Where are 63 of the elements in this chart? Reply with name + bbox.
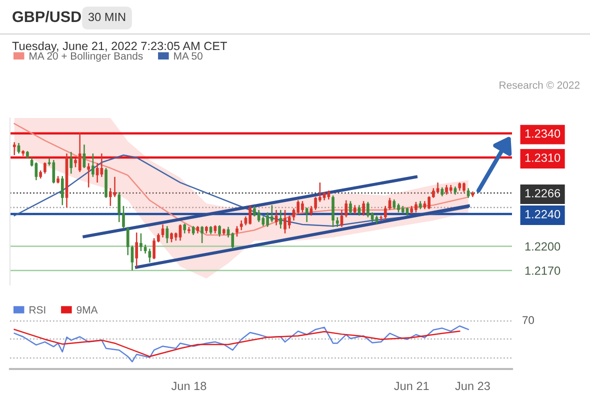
candlestick xyxy=(362,200,365,216)
y-tick-label: 1.2266 xyxy=(525,189,560,198)
candlestick xyxy=(218,224,221,238)
chart-subtitle: 30 MIN xyxy=(88,12,126,22)
candlestick xyxy=(118,192,121,223)
candlestick xyxy=(340,209,344,228)
y-tick-label: 1.2340 xyxy=(525,129,560,138)
candlestick xyxy=(87,162,90,188)
x-tick-label: Jun 18 xyxy=(171,382,206,390)
candlestick xyxy=(34,162,38,181)
candlestick xyxy=(135,232,138,268)
x-tick-label: Jun 23 xyxy=(455,382,490,390)
candlestick xyxy=(305,206,308,223)
candlestick xyxy=(248,204,252,226)
line-series xyxy=(14,123,469,236)
y-tick-label: 1.2170 xyxy=(525,266,560,275)
candlestick xyxy=(349,200,352,215)
candlestick xyxy=(336,216,339,228)
candlestick xyxy=(332,194,334,228)
candlestick xyxy=(270,204,274,223)
candlestick xyxy=(126,226,130,256)
candlestick xyxy=(183,223,186,234)
candlestick xyxy=(44,162,46,174)
candlestick xyxy=(366,201,370,218)
candlestick xyxy=(166,225,169,244)
candlestick xyxy=(392,198,396,210)
legend-label: MA 20 + Bollinger Bands xyxy=(30,52,143,62)
text: 70 xyxy=(522,316,534,324)
candlestick xyxy=(60,175,64,206)
candlestick xyxy=(52,159,56,184)
candlestick xyxy=(466,188,470,198)
candlestick xyxy=(384,205,387,220)
candlestick xyxy=(140,232,142,252)
candlestick xyxy=(113,176,116,198)
candlestick xyxy=(288,214,291,230)
candlestick xyxy=(296,200,300,215)
candlestick xyxy=(200,225,204,244)
candlestick xyxy=(108,188,112,207)
line-series xyxy=(14,154,469,227)
chart-title: GBP/USD xyxy=(12,10,81,22)
candlestick xyxy=(12,142,16,156)
y-tick-label: 1.2200 xyxy=(525,242,560,251)
candlestick xyxy=(92,152,94,178)
candlestick xyxy=(253,205,256,218)
candlestick xyxy=(231,232,234,250)
text: Tuesday, June 21, 2022 7:23:05 AM CET xyxy=(12,42,227,52)
candlestick xyxy=(344,200,348,218)
candlestick xyxy=(70,151,73,174)
candlestick xyxy=(236,225,238,238)
candlestick xyxy=(78,132,82,173)
candlestick xyxy=(240,220,243,231)
candlestick xyxy=(432,188,435,198)
legend-label: 9MA xyxy=(76,306,98,314)
y-tick-label: 1.2240 xyxy=(525,210,560,218)
candlestick xyxy=(122,205,125,230)
candlestick xyxy=(279,209,282,230)
x-tick-label: Jun 21 xyxy=(394,382,429,390)
candlestick xyxy=(96,162,99,184)
legend-label: RSI xyxy=(30,306,46,314)
candlestick xyxy=(428,196,430,210)
legend-label: MA 50 xyxy=(174,52,202,60)
text: Research © 2022 xyxy=(500,81,580,89)
y-tick-label: 1.2310 xyxy=(525,154,560,162)
